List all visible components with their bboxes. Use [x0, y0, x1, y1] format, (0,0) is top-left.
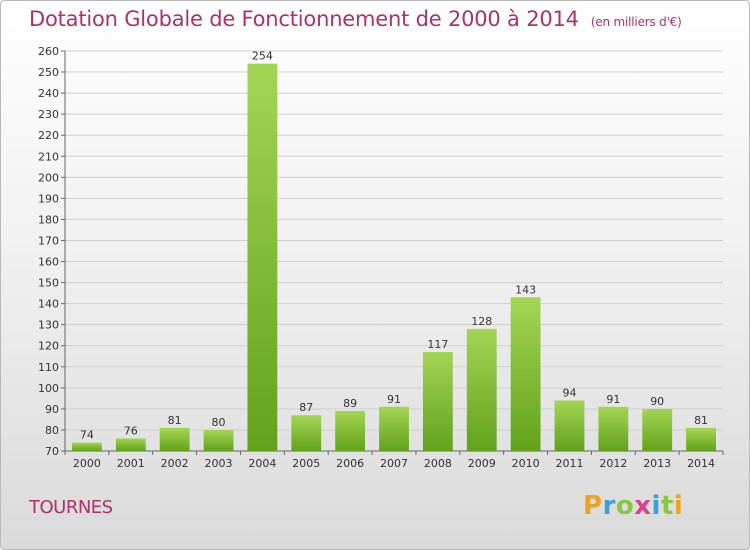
x-tick-label: 2011 — [555, 457, 583, 470]
x-tick-label: 2010 — [512, 457, 540, 470]
x-tick-label: 2000 — [73, 457, 101, 470]
value-label-2010: 143 — [515, 283, 536, 296]
x-tick-label: 2004 — [248, 457, 276, 470]
grid-lines — [65, 50, 723, 452]
y-tick-label: 250 — [38, 66, 59, 79]
x-tick-label: 2008 — [424, 457, 452, 470]
bar-2004 — [247, 63, 278, 451]
y-tick-label: 150 — [38, 277, 59, 290]
bar-2010 — [510, 297, 541, 451]
x-tick-label: 2014 — [687, 457, 715, 470]
x-tick-label: 2006 — [336, 457, 364, 470]
x-tick-label: 2012 — [599, 457, 627, 470]
y-tick-label: 110 — [38, 361, 59, 374]
chart-title: Dotation Globale de Fonctionnement de 20… — [29, 7, 682, 31]
x-tick-label: 2003 — [205, 457, 233, 470]
value-label-2008: 117 — [427, 338, 448, 351]
y-tick-label: 210 — [38, 150, 59, 163]
y-tick-label: 240 — [38, 87, 59, 100]
value-label-2000: 74 — [80, 429, 94, 442]
y-tick-label: 80 — [45, 424, 59, 437]
axes: 7080901001101201301401501601701801902002… — [38, 45, 724, 470]
y-tick-label: 200 — [38, 171, 59, 184]
value-label-2001: 76 — [124, 424, 138, 437]
logo-letter: o — [615, 491, 635, 521]
bars — [72, 63, 716, 451]
x-tick-label: 2009 — [468, 457, 496, 470]
y-tick-label: 170 — [38, 234, 59, 247]
value-label-2003: 80 — [212, 416, 226, 429]
y-tick-label: 100 — [38, 382, 59, 395]
proxiti-logo: Proxiti — [583, 491, 683, 521]
x-tick-label: 2013 — [643, 457, 671, 470]
y-tick-label: 130 — [38, 319, 59, 332]
x-tick-label: 2002 — [161, 457, 189, 470]
y-tick-label: 190 — [38, 192, 59, 205]
value-label-2007: 91 — [387, 393, 401, 406]
logo-letter: r — [602, 491, 616, 521]
y-tick-label: 160 — [38, 256, 59, 269]
logo-letter: x — [634, 491, 652, 521]
bar-2006 — [335, 411, 366, 451]
bar-2011 — [554, 400, 585, 451]
chart-title-text: Dotation Globale de Fonctionnement de 20… — [29, 7, 579, 31]
value-label-2012: 91 — [606, 393, 620, 406]
y-tick-label: 220 — [38, 129, 59, 142]
commune-name: TOURNES — [29, 497, 113, 518]
x-tick-label: 2001 — [117, 457, 145, 470]
value-label-2006: 89 — [343, 397, 357, 410]
logo-letter: i — [673, 491, 684, 521]
y-tick-label: 180 — [38, 213, 59, 226]
y-tick-label: 140 — [38, 298, 59, 311]
bar-2000 — [72, 442, 102, 451]
value-label-2002: 81 — [168, 414, 182, 427]
logo-letter: t — [660, 491, 674, 521]
value-label-2014: 81 — [694, 414, 708, 427]
y-tick-label: 230 — [38, 108, 59, 121]
y-tick-label: 90 — [45, 403, 59, 416]
value-label-2005: 87 — [299, 401, 313, 414]
x-tick-label: 2005 — [292, 457, 320, 470]
bar-2009 — [466, 328, 497, 451]
bar-2002 — [159, 427, 190, 451]
logo-letter: P — [583, 491, 603, 521]
value-label-2004: 254 — [252, 50, 273, 63]
bar-2012 — [598, 406, 629, 451]
y-tick-label: 260 — [38, 45, 59, 58]
bar-2003 — [203, 429, 234, 451]
bar-2001 — [115, 438, 146, 451]
chart-subtitle: (en milliers d'€) — [590, 15, 682, 29]
value-label-2013: 90 — [650, 395, 664, 408]
logo-letter: i — [651, 491, 661, 521]
y-tick-label: 70 — [45, 445, 59, 458]
value-label-2011: 94 — [562, 386, 576, 399]
bar-2007 — [379, 406, 409, 451]
value-labels: 74 76 81 80 254 87 89 91 117 128 143 94 91 90 81 — [80, 50, 708, 442]
x-tick-label: 2007 — [380, 457, 408, 470]
value-label-2009: 128 — [471, 315, 492, 328]
bar-2013 — [642, 408, 673, 451]
bar-2005 — [291, 415, 322, 451]
bar-2014 — [686, 427, 716, 451]
y-tick-label: 120 — [38, 340, 59, 353]
bar-2008 — [422, 352, 453, 451]
